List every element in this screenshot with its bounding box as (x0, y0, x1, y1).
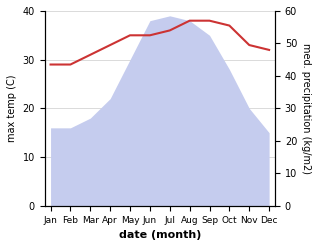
Y-axis label: med. precipitation (kg/m2): med. precipitation (kg/m2) (301, 43, 311, 174)
X-axis label: date (month): date (month) (119, 230, 201, 240)
Y-axis label: max temp (C): max temp (C) (7, 75, 17, 142)
